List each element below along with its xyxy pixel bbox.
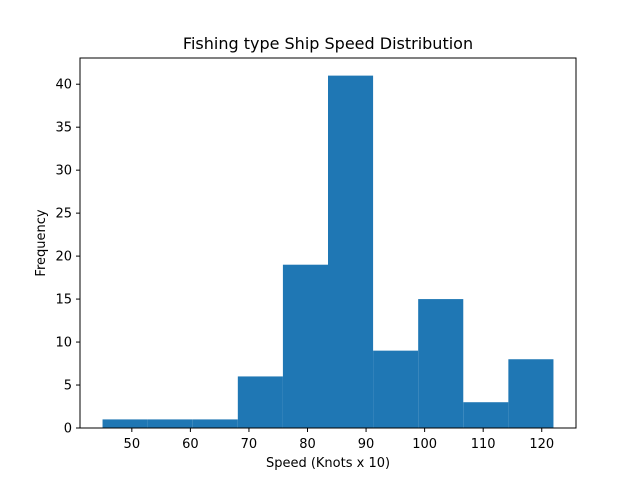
y-tick-label: 25 (55, 207, 72, 222)
x-tick-label: 110 (471, 437, 496, 452)
histogram-bar-9 (463, 402, 509, 428)
plot-frame (79, 57, 577, 429)
histogram-bar-10 (508, 359, 554, 428)
x-tick-label: 60 (182, 437, 199, 452)
bars-layer (102, 75, 554, 428)
x-tick-label: 100 (412, 437, 437, 452)
y-tick-label: 40 (55, 78, 72, 93)
y-tick-label: 15 (55, 293, 72, 308)
x-tick-label: 80 (299, 437, 316, 452)
histogram-bar-1 (102, 419, 148, 428)
x-tick-label: 90 (358, 437, 375, 452)
y-tick-label: 0 (64, 422, 72, 437)
histogram-bar-2 (147, 419, 193, 428)
histogram-bar-3 (192, 419, 238, 428)
histogram-bar-7 (373, 350, 419, 428)
y-tick-label: 35 (55, 121, 72, 136)
y-tick-label: 5 (64, 379, 72, 394)
histogram-bar-8 (418, 299, 464, 428)
histogram-bar-5 (282, 264, 328, 428)
x-tick-label: 120 (529, 437, 554, 452)
y-tick-label: 20 (55, 250, 72, 265)
y-axis-label: Frequency (34, 209, 49, 276)
y-tick-label: 30 (55, 164, 72, 179)
chart-title: Fishing type Ship Speed Distribution (183, 34, 473, 53)
y-ticks: 0 5 10 15 20 25 30 35 40 (55, 78, 80, 437)
x-tick-label: 70 (241, 437, 258, 452)
x-ticks: 50 60 70 80 90 100 110 120 (124, 428, 554, 452)
x-axis-label: Speed (Knots x 10) (266, 456, 390, 471)
x-tick-label: 50 (124, 437, 141, 452)
y-tick-label: 10 (55, 336, 72, 351)
histogram-bar-4 (237, 376, 283, 428)
histogram-bar-6 (328, 75, 374, 428)
